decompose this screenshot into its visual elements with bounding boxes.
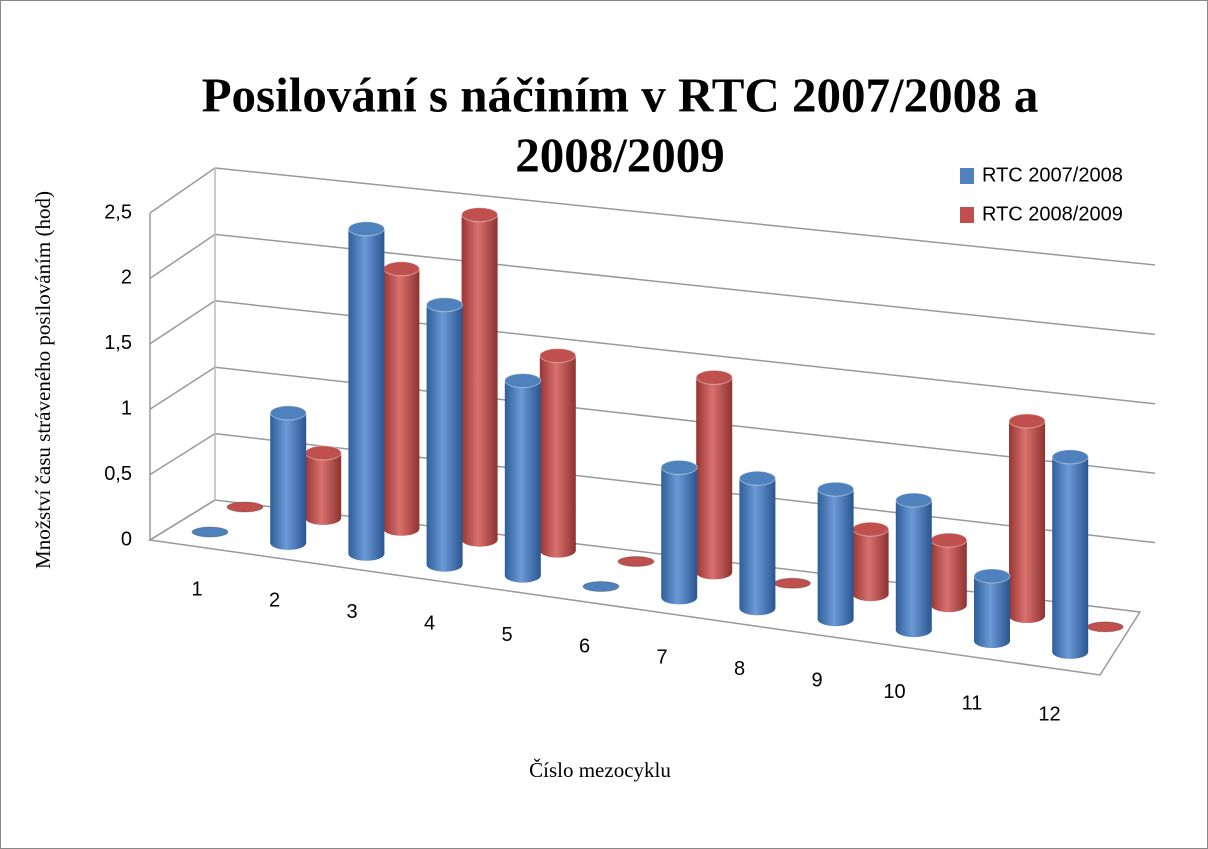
grid-line xyxy=(149,167,216,214)
bar xyxy=(852,529,889,595)
x-tick-label: 8 xyxy=(734,658,745,680)
bar-group xyxy=(738,470,776,616)
bar xyxy=(426,304,463,565)
bar-group xyxy=(930,532,968,613)
x-tick-label: 1 xyxy=(191,578,202,600)
y-axis-label: Množství času stráveného posilováním (ho… xyxy=(31,191,55,569)
bar-top xyxy=(347,221,385,237)
x-tick-label: 6 xyxy=(579,635,590,657)
bar xyxy=(1052,456,1089,652)
bar-top xyxy=(426,297,464,313)
bar-group xyxy=(461,207,499,547)
bar-top xyxy=(817,481,855,497)
y-tick-label: 1,5 xyxy=(104,332,132,354)
y-tick-label: 0 xyxy=(121,528,132,550)
x-tick-label: 12 xyxy=(1038,704,1060,726)
bar xyxy=(1086,621,1124,633)
bar xyxy=(348,228,385,554)
bar-group xyxy=(539,348,577,558)
x-tick-label: 10 xyxy=(883,681,905,703)
bar-group xyxy=(817,481,855,627)
bar xyxy=(226,501,264,513)
bar-group xyxy=(304,445,342,525)
x-tick-label: 9 xyxy=(811,669,822,691)
grid-line xyxy=(149,366,216,410)
bar-top xyxy=(738,470,776,486)
legend-label: RTC 2008/2009 xyxy=(982,203,1123,225)
y-tick-label: 2 xyxy=(121,267,132,289)
bar-top xyxy=(539,348,577,364)
bar xyxy=(739,478,776,609)
bar xyxy=(895,500,932,631)
bar xyxy=(974,576,1010,641)
x-tick-label: 3 xyxy=(346,601,357,623)
bar-top xyxy=(504,373,542,389)
bar-group xyxy=(347,221,385,561)
grid-line xyxy=(149,432,216,476)
x-tick-label: 11 xyxy=(962,692,983,714)
bar-group xyxy=(660,459,698,605)
bar xyxy=(930,540,967,606)
bar xyxy=(461,214,498,540)
y-tick-label: 1 xyxy=(121,397,132,419)
x-tick-label: 5 xyxy=(501,624,512,646)
bar-top xyxy=(461,207,499,223)
bar-group xyxy=(504,373,542,583)
x-tick-label: 4 xyxy=(424,612,435,634)
grid-line xyxy=(149,499,216,541)
bar-group xyxy=(695,369,733,580)
bar-group xyxy=(973,568,1011,648)
y-tick-label: 0,5 xyxy=(104,463,132,485)
bar xyxy=(773,577,811,589)
bar xyxy=(191,526,229,538)
bar-top xyxy=(895,492,933,508)
bar xyxy=(1009,421,1045,616)
bar-top xyxy=(382,261,420,277)
legend-swatch xyxy=(960,168,974,184)
grid-line xyxy=(214,167,1156,266)
bar-top xyxy=(304,445,342,461)
bar-group xyxy=(1051,449,1089,659)
bar-top xyxy=(852,521,890,537)
bar-top xyxy=(973,568,1011,584)
bar xyxy=(383,268,420,529)
x-axis-label: Číslo mezocyklu xyxy=(529,758,671,782)
y-tick-label: 2,5 xyxy=(104,201,132,223)
bar xyxy=(661,467,698,598)
grid-line xyxy=(149,300,216,345)
chart-title: 2008/2009 xyxy=(515,127,725,182)
bar-top xyxy=(269,405,307,421)
bar xyxy=(617,556,655,567)
bar xyxy=(582,581,620,592)
legend-label: RTC 2007/2008 xyxy=(982,164,1123,186)
bar-top xyxy=(1008,413,1046,429)
legend-swatch xyxy=(960,207,974,223)
bar xyxy=(817,489,854,620)
bar xyxy=(539,355,576,551)
grid-line xyxy=(149,233,216,280)
bar-top xyxy=(1051,449,1089,465)
bar xyxy=(270,412,307,543)
bar-top xyxy=(695,369,733,385)
bar xyxy=(696,377,733,573)
bar-group xyxy=(895,492,933,638)
x-tick-label: 7 xyxy=(656,647,667,669)
x-tick-label: 2 xyxy=(269,590,280,612)
bar-group xyxy=(1008,413,1046,623)
bar-top xyxy=(660,459,698,475)
bar-group xyxy=(269,405,307,550)
bar-top xyxy=(930,532,968,548)
bar xyxy=(504,380,541,576)
bar-group xyxy=(852,521,890,602)
bar-group xyxy=(426,297,464,572)
chart-title: Posilování s náčiním v RTC 2007/2008 a xyxy=(202,67,1039,122)
bar-group xyxy=(382,261,420,536)
bar xyxy=(305,452,342,518)
